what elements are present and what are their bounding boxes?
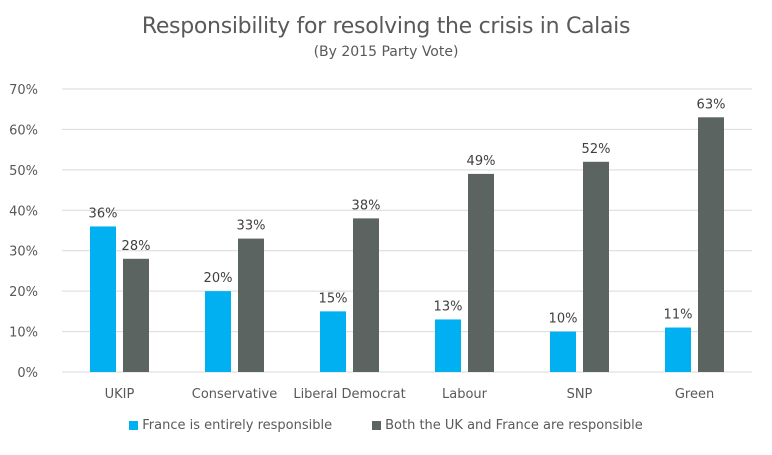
y-tick-label: 0% — [17, 366, 38, 381]
bar-both — [698, 117, 724, 372]
legend-swatch-both — [372, 421, 382, 430]
y-tick-label: 10% — [9, 326, 38, 341]
x-category-label: Green — [675, 387, 714, 402]
data-label: 33% — [237, 219, 266, 234]
bar-both — [123, 258, 149, 372]
y-tick-label: 20% — [9, 285, 38, 300]
x-category-label: SNP — [567, 387, 593, 402]
chart-title: Responsibility for resolving the crisis … — [141, 14, 631, 39]
data-label: 13% — [434, 299, 463, 314]
bar-france — [205, 291, 231, 372]
y-tick-label: 60% — [9, 123, 38, 138]
legend-label-france: France is entirely responsible — [142, 418, 333, 433]
y-tick-label: 40% — [9, 204, 38, 219]
data-label: 63% — [697, 97, 726, 112]
gridlines — [62, 88, 752, 373]
x-category-label: Conservative — [192, 387, 277, 402]
legend-item-france: France is entirely responsible — [129, 418, 332, 433]
data-label: 36% — [89, 206, 118, 221]
legend-item-both: Both the UK and France are responsible — [372, 418, 643, 433]
data-labels: 36% 28% 20% 33% 15% 38% 13% 49% 10% 52% 11% 63% — [89, 97, 726, 326]
data-label: 20% — [204, 271, 233, 286]
bar-france — [665, 327, 691, 372]
data-label: 49% — [467, 154, 496, 169]
bar-france — [320, 311, 346, 372]
data-label: 28% — [122, 239, 151, 254]
bar-both — [583, 161, 609, 372]
data-label: 38% — [352, 198, 381, 213]
bar-france — [550, 331, 576, 372]
data-label: 52% — [582, 142, 611, 157]
legend-label-both: Both the UK and France are responsible — [385, 418, 643, 433]
y-tick-label: 70% — [9, 83, 38, 98]
data-label: 15% — [319, 291, 348, 306]
bar-both — [468, 173, 494, 372]
bars — [90, 117, 724, 372]
bar-france — [435, 319, 461, 372]
y-tick-label: 30% — [9, 245, 38, 260]
bar-france — [90, 226, 116, 372]
x-category-label: Liberal Democrat — [293, 387, 405, 402]
data-label: 10% — [549, 312, 578, 327]
chart-subtitle: (By 2015 Party Vote) — [313, 44, 459, 60]
bar-both — [238, 238, 264, 372]
legend-swatch-france — [129, 421, 139, 430]
bar-both — [353, 218, 379, 372]
x-axis: UKIP Conservative Liberal Democrat Labour SN… — [105, 387, 715, 402]
legend: France is entirely responsible Both the … — [0, 418, 772, 433]
x-category-label: Labour — [442, 387, 488, 402]
data-label: 11% — [664, 308, 693, 323]
x-category-label: UKIP — [105, 387, 135, 402]
y-tick-label: 50% — [9, 164, 38, 179]
y-axis: 0% 10% 20% 30% 40% 50% 60% 70% — [9, 83, 38, 381]
